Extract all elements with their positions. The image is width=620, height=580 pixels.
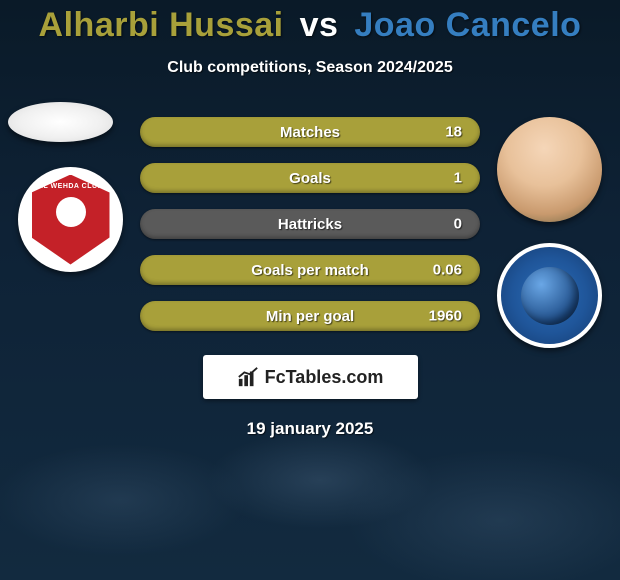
stat-bar: Goals 1	[140, 163, 480, 193]
player2-club-badge	[497, 243, 602, 348]
date-text: 19 january 2025	[0, 419, 620, 439]
club-left-name: AL WEHDA CLUB	[32, 183, 110, 190]
stat-row: Goals 1	[140, 163, 480, 193]
brand-box: FcTables.com	[203, 355, 418, 399]
stat-label: Min per goal	[266, 308, 354, 325]
stat-value-right: 1	[454, 170, 462, 187]
stat-row: Hattricks 0	[140, 209, 480, 239]
stat-bar: Min per goal 1960	[140, 301, 480, 331]
title-vs: vs	[300, 6, 339, 44]
stat-label: Matches	[280, 124, 340, 141]
stat-value-right: 0	[454, 216, 462, 233]
brand-text: FcTables.com	[265, 367, 384, 388]
stat-value-right: 1960	[429, 308, 462, 325]
bars-icon	[237, 366, 259, 388]
player1-avatar	[8, 102, 113, 142]
shield-icon: AL WEHDA CLUB	[32, 175, 110, 265]
bars-container: Matches 18 Goals 1 Hattricks 0 Goals per match…	[140, 117, 480, 347]
stat-label: Hattricks	[278, 216, 342, 233]
player1-club-badge: AL WEHDA CLUB	[18, 167, 123, 272]
stat-value-right: 0.06	[433, 262, 462, 279]
stat-label: Goals per match	[251, 262, 369, 279]
stat-value-right: 18	[445, 124, 462, 141]
stat-row: Min per goal 1960	[140, 301, 480, 331]
comparison-chart: AL WEHDA CLUB Matches 18 Goals 1 Hattricks 0 G…	[0, 117, 620, 347]
stat-bar: Matches 18	[140, 117, 480, 147]
stat-row: Goals per match 0.06	[140, 255, 480, 285]
page-title: Alharbi Hussai vs Joao Cancelo	[0, 0, 620, 45]
infographic-content: Alharbi Hussai vs Joao Cancelo Club comp…	[0, 0, 620, 580]
stat-bar: Goals per match 0.06	[140, 255, 480, 285]
stat-label: Goals	[289, 170, 331, 187]
stat-row: Matches 18	[140, 117, 480, 147]
player2-avatar	[497, 117, 602, 222]
title-player1: Alharbi Hussai	[39, 6, 284, 44]
title-player2: Joao Cancelo	[354, 6, 581, 44]
subtitle: Club competitions, Season 2024/2025	[0, 59, 620, 77]
stat-bar: Hattricks 0	[140, 209, 480, 239]
